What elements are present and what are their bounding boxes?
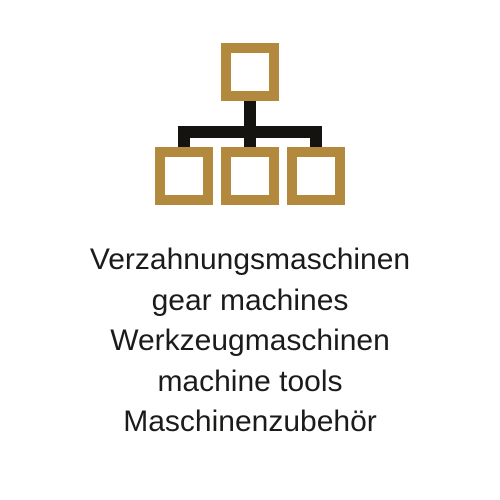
category-text-line: Verzahnungsmaschinen <box>90 240 410 281</box>
category-text-line: Maschinenzubehör <box>90 402 410 443</box>
category-text-block: Verzahnungsmaschinengear machinesWerkzeu… <box>90 240 410 443</box>
hierarchy-icon <box>130 40 370 215</box>
category-text-line: gear machines <box>90 281 410 322</box>
category-text-line: machine tools <box>90 362 410 403</box>
category-text-line: Werkzeugmaschinen <box>90 321 410 362</box>
